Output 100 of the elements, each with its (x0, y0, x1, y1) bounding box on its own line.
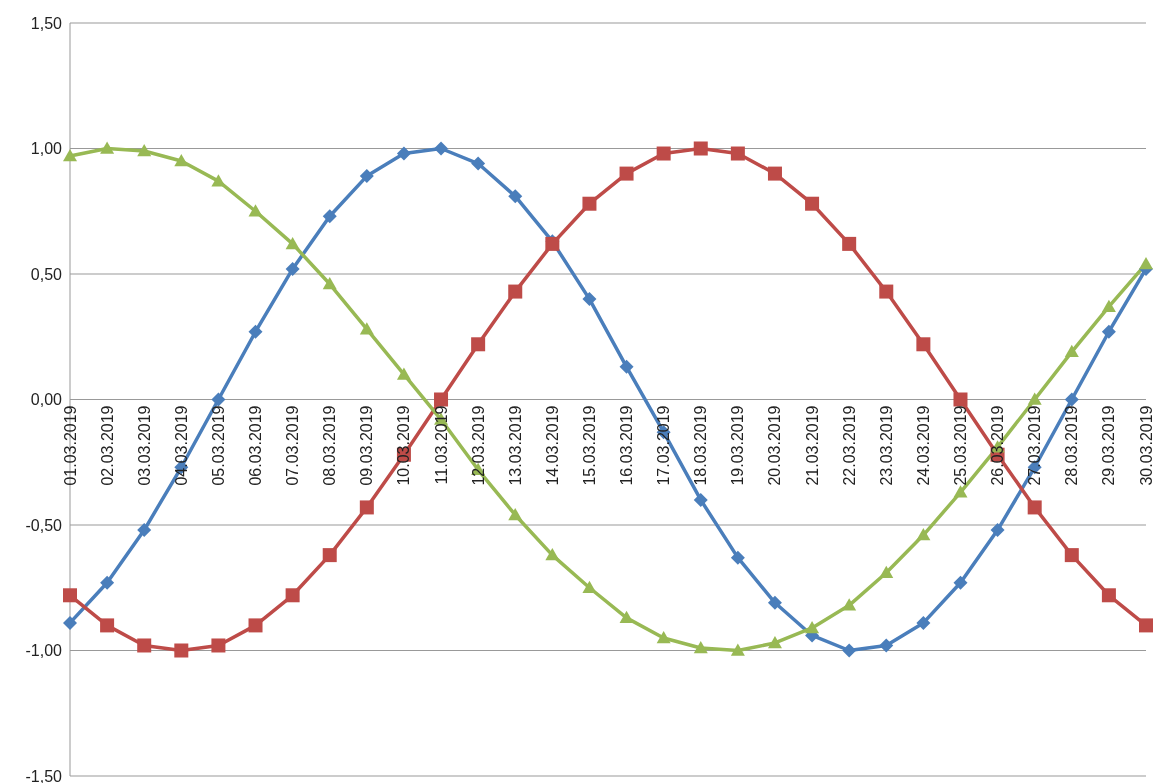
point (434, 141, 449, 156)
point (322, 209, 337, 224)
y-tick-label: 1,50 (30, 14, 63, 32)
point (396, 146, 411, 161)
point (582, 196, 597, 211)
x-tick-label: 25.03.2019 (951, 405, 969, 486)
point (508, 284, 523, 299)
point (730, 643, 745, 656)
x-tick-label: 09.03.2019 (358, 405, 376, 486)
point (1064, 548, 1079, 563)
point (619, 166, 634, 181)
x-tick-label: 23.03.2019 (877, 405, 895, 486)
point (693, 492, 708, 507)
point (990, 523, 1005, 538)
x-tick-label: 12.03.2019 (469, 405, 487, 486)
y-tick-label: 1,00 (30, 140, 63, 158)
point (619, 359, 634, 374)
point (359, 322, 374, 335)
point (1101, 299, 1116, 312)
point (100, 575, 115, 590)
point (619, 610, 634, 624)
x-tick-label: 02.03.2019 (98, 405, 116, 486)
x-tick-label: 27.03.2019 (1026, 405, 1044, 486)
point (953, 575, 968, 590)
point (656, 146, 671, 161)
point (359, 169, 374, 184)
point (1064, 392, 1079, 407)
point (1139, 256, 1153, 270)
point (1027, 392, 1042, 405)
x-tick-label: 20.03.2019 (766, 405, 784, 486)
x-tick-label: 10.03.2019 (395, 405, 413, 486)
x-tick-label: 17.03.2019 (655, 405, 673, 486)
point (1101, 588, 1116, 603)
point (137, 144, 152, 157)
x-tick-label: 26.03.2019 (989, 405, 1007, 486)
x-tick-label: 30.03.2019 (1137, 405, 1155, 486)
point (471, 156, 486, 171)
point (879, 284, 894, 299)
point (767, 635, 782, 649)
point (842, 598, 857, 611)
x-tick-label: 01.03.2019 (61, 405, 79, 486)
x-tick-label: 19.03.2019 (729, 405, 747, 486)
point (248, 324, 263, 339)
point (582, 580, 597, 593)
point (63, 149, 77, 162)
y-tick-label: -1,50 (25, 767, 63, 783)
point (1101, 324, 1116, 339)
point (656, 630, 671, 644)
point (137, 638, 152, 653)
y-tick-label: -0,50 (25, 516, 63, 534)
point (100, 141, 115, 154)
point (508, 189, 523, 204)
x-tick-label: 03.03.2019 (135, 405, 153, 486)
point (174, 643, 189, 658)
point (137, 523, 152, 538)
point (100, 618, 115, 633)
point (396, 367, 411, 380)
point (1139, 618, 1153, 633)
x-tick-label: 16.03.2019 (618, 405, 636, 486)
point (693, 640, 708, 654)
point (63, 588, 77, 603)
point (730, 146, 745, 161)
x-tick-label: 07.03.2019 (284, 405, 302, 486)
x-tick-label: 18.03.2019 (692, 405, 710, 486)
point (322, 548, 337, 563)
point (730, 550, 745, 565)
point (63, 615, 77, 630)
point (953, 392, 968, 407)
point (211, 174, 226, 187)
point (322, 277, 337, 290)
x-tick-label: 22.03.2019 (840, 405, 858, 486)
point (211, 392, 226, 407)
point (953, 485, 968, 498)
point (285, 236, 300, 250)
point (805, 196, 820, 211)
x-tick-label: 24.03.2019 (914, 405, 932, 486)
point (211, 638, 226, 653)
point (1027, 500, 1042, 515)
point (767, 595, 782, 610)
x-tick-label: 28.03.2019 (1063, 405, 1081, 486)
point (359, 500, 374, 515)
point (916, 615, 931, 630)
point (248, 204, 263, 217)
point (174, 154, 189, 167)
point (842, 236, 857, 251)
point (916, 337, 931, 352)
point (842, 643, 857, 658)
x-tick-label: 15.03.2019 (580, 405, 598, 486)
point (285, 588, 300, 603)
x-tick-label: 06.03.2019 (247, 405, 265, 486)
x-tick-label: 13.03.2019 (506, 405, 524, 486)
y-tick-label: 0,00 (30, 391, 63, 409)
point (434, 392, 449, 407)
point (879, 638, 894, 653)
point (582, 292, 597, 307)
x-tick-label: 14.03.2019 (543, 405, 561, 486)
point (508, 507, 523, 521)
point (248, 618, 263, 633)
point (1064, 344, 1079, 358)
point (285, 261, 300, 276)
